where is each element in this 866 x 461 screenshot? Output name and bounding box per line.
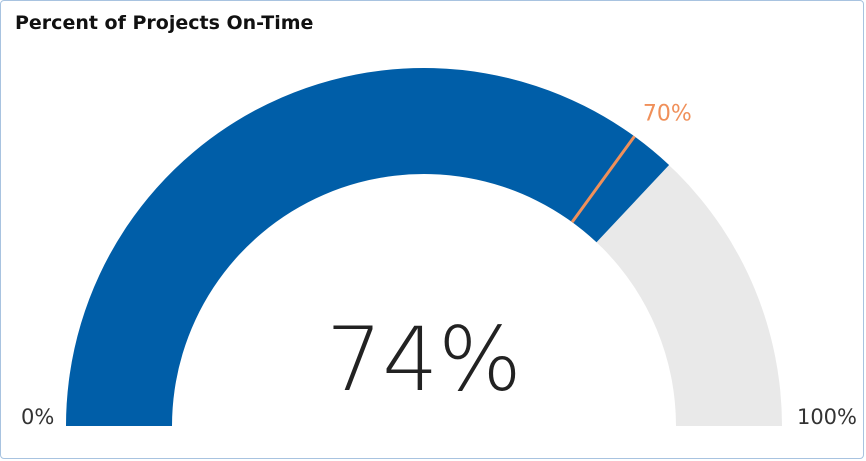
gauge-target-label: 70% [643, 102, 692, 127]
chart-title: Percent of Projects On-Time [15, 12, 314, 34]
gauge-min-label: 0% [21, 405, 54, 429]
gauge-max-label: 100% [797, 405, 857, 429]
gauge-target-marker [570, 135, 636, 224]
gauge-value-label: 74% [326, 308, 522, 411]
gauge-value-arc [66, 68, 670, 426]
